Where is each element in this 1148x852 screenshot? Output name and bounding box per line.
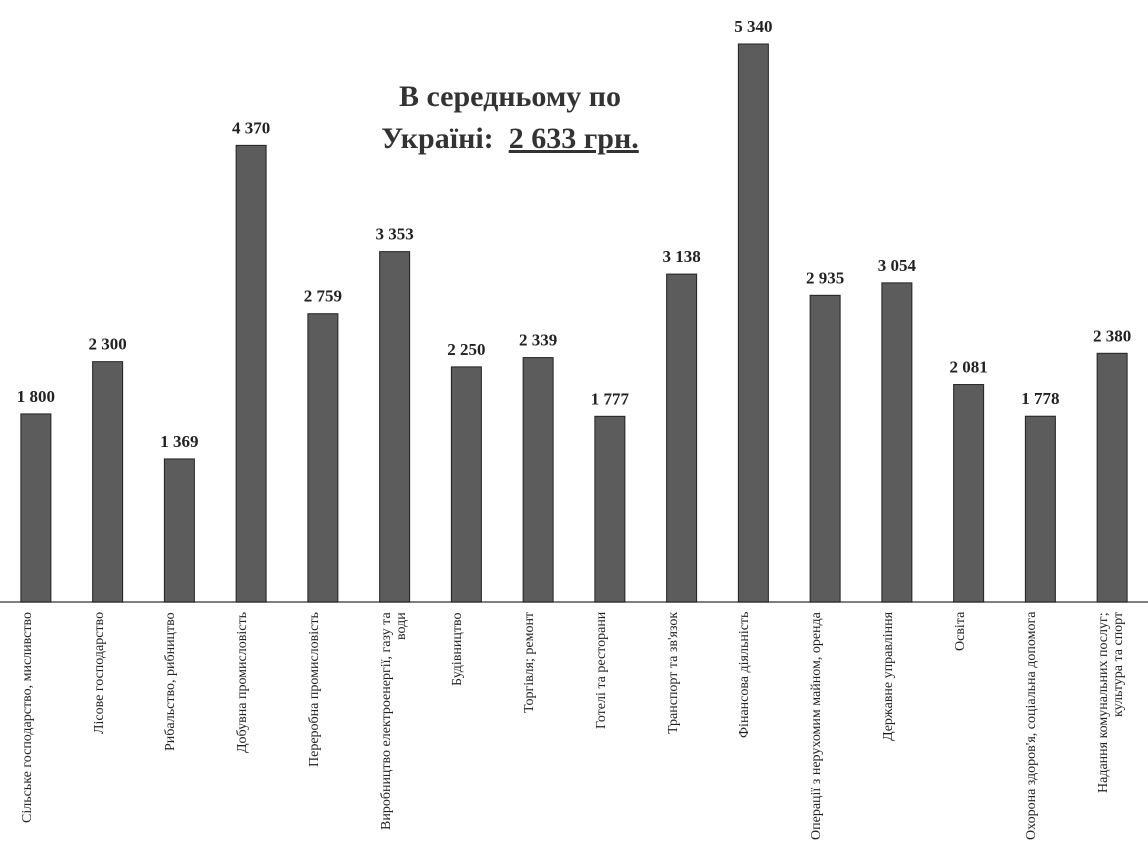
value-label: 1 777	[591, 389, 630, 408]
value-label: 3 054	[878, 256, 917, 275]
bar	[163, 458, 195, 603]
annotation-value: 2 633 грн.	[508, 122, 639, 155]
x-tick-label: Виробництво електроенергії, газу та води	[378, 612, 409, 830]
bar	[809, 294, 841, 603]
bar	[522, 357, 554, 603]
x-tick-label: Переробна промисловість	[306, 612, 322, 767]
x-tick-label: Лісове господарство	[91, 612, 107, 735]
value-label: 2 339	[519, 331, 557, 350]
x-tick-label: Освіта	[952, 612, 968, 652]
x-tick-label: Готелі та ресторани	[593, 612, 609, 730]
x-tick-label: Надання комунальних послуг; культура та …	[1096, 612, 1127, 793]
x-tick-label: Сільське господарство, мисливство	[19, 612, 35, 824]
value-label: 2 081	[950, 358, 988, 377]
value-label: 2 935	[806, 268, 844, 287]
bar	[1096, 352, 1128, 603]
bar	[307, 313, 339, 603]
x-tick-label: Добувна промисловість	[235, 612, 251, 753]
x-tick-label: Рибальство, рибництво	[163, 612, 179, 751]
x-tick-label: Державне управління	[880, 612, 896, 742]
bar	[1024, 415, 1056, 603]
annotation: В середньому по Україні: 2 633 грн.	[340, 76, 680, 160]
bar	[379, 251, 411, 603]
x-tick-label: Фінансова діяльність	[737, 612, 753, 739]
x-tick-label: Будівництво	[450, 612, 466, 686]
value-label: 1 800	[17, 387, 55, 406]
annotation-line: Україні: 2 633 грн.	[340, 118, 680, 160]
bar	[953, 384, 985, 603]
value-label: 1 778	[1021, 389, 1059, 408]
x-tick-label: Транспорт та зв'язок	[665, 612, 681, 735]
annotation-text: Україні:	[381, 122, 494, 155]
bar	[92, 361, 124, 603]
value-label: 2 380	[1093, 326, 1131, 345]
bar	[737, 43, 769, 603]
value-label: 5 340	[734, 17, 772, 36]
bar	[881, 282, 913, 603]
value-label: 3 353	[376, 225, 414, 244]
value-label: 1 369	[160, 432, 198, 451]
x-tick-label: Операції з нерухомим майном, оренда	[809, 612, 825, 840]
bar	[20, 413, 52, 603]
bar	[450, 366, 482, 603]
value-label: 4 370	[232, 118, 270, 137]
value-label: 2 250	[447, 340, 485, 359]
bar	[594, 415, 626, 603]
value-label: 2 759	[304, 287, 342, 306]
value-label: 3 138	[663, 247, 701, 266]
x-tick-label: Охорона здоров'я, соціальна допомога	[1024, 612, 1040, 841]
bar	[666, 273, 698, 603]
annotation-line: В середньому по	[398, 80, 622, 113]
bar	[235, 144, 267, 603]
x-tick-label: Торгівля; ремонт	[522, 612, 538, 714]
value-label: 2 300	[89, 335, 127, 354]
